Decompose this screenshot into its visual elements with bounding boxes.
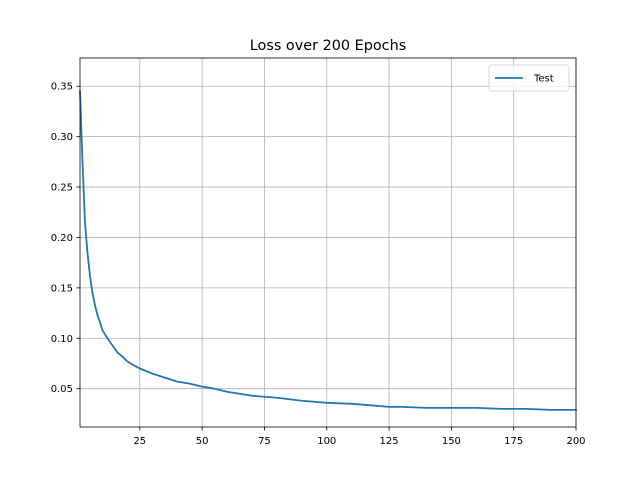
legend: Test xyxy=(488,64,570,92)
y-tick-label: 0.10 xyxy=(51,334,73,345)
y-tick-label: 0.15 xyxy=(51,283,73,294)
legend-box xyxy=(488,64,570,92)
y-tick-label: 0.05 xyxy=(51,384,73,395)
x-tick-label: 175 xyxy=(504,436,523,447)
x-tick-label: 125 xyxy=(380,436,399,447)
plot-frame xyxy=(79,57,577,428)
y-tick-label: 0.20 xyxy=(51,233,73,244)
legend-label: Test xyxy=(533,74,554,85)
x-tick-label: 150 xyxy=(442,436,461,447)
series-line-test xyxy=(79,90,577,411)
x-tick-label: 100 xyxy=(317,436,336,447)
x-tick-label: 200 xyxy=(566,436,585,447)
x-tick-label: 75 xyxy=(258,436,271,447)
series-layer xyxy=(79,90,577,411)
chart-title: Loss over 200 Epochs xyxy=(250,38,406,54)
y-tick-label: 0.30 xyxy=(51,132,73,143)
grid xyxy=(80,58,577,427)
axes: 25 50 75 100 125 150 175 200 0.05 0.10 0.15 0.20 0.2… xyxy=(51,57,586,447)
x-tick-label: 50 xyxy=(196,436,209,447)
x-tick-label: 25 xyxy=(133,436,146,447)
y-tick-label: 0.25 xyxy=(51,183,73,194)
y-tick-label: 0.35 xyxy=(51,82,73,93)
